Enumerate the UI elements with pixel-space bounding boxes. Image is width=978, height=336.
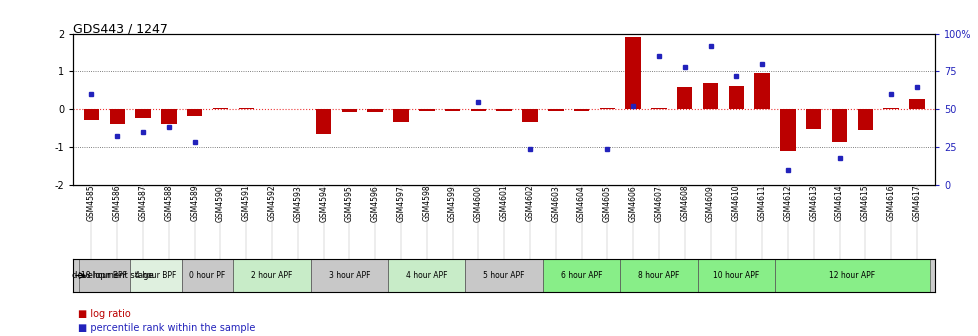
Bar (110, 109, 125, 124)
Bar (182, 259, 233, 292)
Bar (805, 109, 821, 129)
Bar (543, 259, 620, 292)
Text: GSM4604: GSM4604 (576, 185, 586, 221)
Text: GSM4598: GSM4598 (422, 185, 431, 221)
Text: 10 hour APF: 10 hour APF (713, 271, 759, 280)
Text: GSM4603: GSM4603 (551, 185, 559, 221)
Bar (387, 259, 465, 292)
Text: 4 hour BPF: 4 hour BPF (135, 271, 176, 280)
Text: GSM4586: GSM4586 (112, 185, 121, 221)
Text: 3 hour APF: 3 hour APF (329, 271, 370, 280)
Bar (831, 109, 846, 142)
Text: GSM4587: GSM4587 (139, 185, 148, 221)
Bar (909, 99, 923, 109)
Text: GSM4599: GSM4599 (448, 185, 457, 221)
Bar (857, 109, 872, 130)
Bar (697, 259, 775, 292)
Text: 18 hour BPF: 18 hour BPF (81, 271, 127, 280)
Text: ■ log ratio: ■ log ratio (78, 309, 131, 319)
Text: 5 hour APF: 5 hour APF (483, 271, 524, 280)
Text: GSM4591: GSM4591 (242, 185, 250, 221)
Bar (233, 259, 310, 292)
Text: GSM4600: GSM4600 (473, 185, 482, 221)
Bar (393, 109, 409, 122)
Text: GSM4585: GSM4585 (87, 185, 96, 221)
Text: development stage: development stage (72, 271, 154, 280)
Bar (548, 109, 563, 111)
Bar (625, 37, 641, 109)
Text: 12 hour APF: 12 hour APF (828, 271, 874, 280)
Text: GSM4606: GSM4606 (628, 185, 637, 221)
Text: 0 hour PF: 0 hour PF (189, 271, 226, 280)
Text: GSM4617: GSM4617 (911, 185, 920, 221)
Text: GSM4602: GSM4602 (525, 185, 534, 221)
Text: GSM4593: GSM4593 (293, 185, 302, 221)
Text: GSM4590: GSM4590 (216, 185, 225, 221)
Bar (341, 109, 357, 112)
Text: GSM4597: GSM4597 (396, 185, 405, 221)
Text: 4 hour APF: 4 hour APF (406, 271, 447, 280)
Text: GSM4611: GSM4611 (757, 185, 766, 221)
Bar (521, 109, 537, 122)
Text: GSM4614: GSM4614 (834, 185, 843, 221)
Text: GSM4616: GSM4616 (886, 185, 895, 221)
Bar (135, 109, 151, 118)
Bar (599, 108, 614, 109)
Bar (465, 259, 543, 292)
Text: GSM4613: GSM4613 (809, 185, 818, 221)
Bar (754, 73, 769, 109)
Bar (419, 109, 434, 112)
Text: 2 hour APF: 2 hour APF (251, 271, 292, 280)
Bar (677, 87, 691, 109)
Bar (728, 86, 743, 109)
Text: GSM4595: GSM4595 (344, 185, 354, 221)
Text: GSM4605: GSM4605 (602, 185, 611, 221)
Text: GSM4608: GSM4608 (680, 185, 689, 221)
Bar (84, 109, 99, 120)
Bar (470, 109, 486, 112)
Bar (130, 259, 182, 292)
Bar (650, 108, 666, 109)
Text: 6 hour APF: 6 hour APF (560, 271, 601, 280)
Bar (779, 109, 795, 151)
Bar (702, 83, 718, 109)
Text: GSM4607: GSM4607 (653, 185, 663, 221)
Bar (316, 109, 331, 134)
Text: GSM4588: GSM4588 (164, 185, 173, 221)
Bar (310, 259, 387, 292)
Text: ■ percentile rank within the sample: ■ percentile rank within the sample (78, 323, 255, 333)
Text: GSM4610: GSM4610 (732, 185, 740, 221)
Bar (187, 109, 202, 116)
Bar (620, 259, 697, 292)
Text: GSM4592: GSM4592 (267, 185, 276, 221)
Text: GSM4615: GSM4615 (860, 185, 868, 221)
Bar (161, 109, 176, 124)
Text: 8 hour APF: 8 hour APF (638, 271, 679, 280)
Bar (573, 109, 589, 111)
Text: GSM4601: GSM4601 (499, 185, 509, 221)
Text: GDS443 / 1247: GDS443 / 1247 (73, 22, 168, 35)
Text: GSM4594: GSM4594 (319, 185, 328, 221)
Text: GSM4612: GSM4612 (782, 185, 791, 221)
Bar (367, 109, 382, 112)
Text: GSM4596: GSM4596 (371, 185, 379, 221)
Bar (444, 109, 460, 111)
Bar (78, 259, 130, 292)
Text: GSM4589: GSM4589 (190, 185, 199, 221)
Bar (775, 259, 929, 292)
Bar (496, 109, 511, 112)
Text: GSM4609: GSM4609 (705, 185, 714, 221)
